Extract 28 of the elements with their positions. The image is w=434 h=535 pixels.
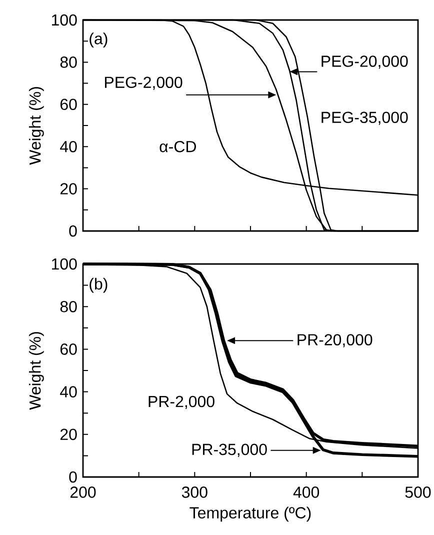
y-tick-label: 40 [60,140,77,152]
y-axis-title: Weight (%) [28,87,44,165]
x-tick-label: 200 [70,486,96,498]
annotation: (b) [90,278,108,293]
x-tick-label: 400 [293,486,320,498]
annotation: PR-2,000 [148,396,214,410]
annotation: PR-20,000 [298,334,372,348]
y-tick-label: 40 [60,386,77,398]
y-tick-label: 60 [60,98,77,110]
y-axis-title: Weight (%) [28,332,44,410]
annotation: α-CD [160,140,196,152]
y-tick-label: 0 [69,471,77,483]
x-axis-title: Temperature (ºC) [190,506,311,522]
y-tick-label: 20 [60,183,77,194]
annotation: PEG-20,000 [322,56,408,69]
y-tick-label: 80 [60,56,77,68]
x-tick-label: 300 [182,486,208,498]
y-tick-label: 100 [52,14,77,26]
y-tick-label: 100 [52,258,77,270]
x-tick-label: 500 [405,486,431,498]
y-tick-label: 0 [69,225,77,237]
y-tick-label: 20 [60,428,77,440]
y-tick-label: 60 [60,344,77,355]
y-tick-label: 80 [60,300,77,312]
annotation: (a) [90,32,108,48]
annotation: PEG-35,000 [322,112,408,125]
annotation: PR-35,000 [192,444,267,457]
annotation: PEG-2,000 [105,76,182,90]
